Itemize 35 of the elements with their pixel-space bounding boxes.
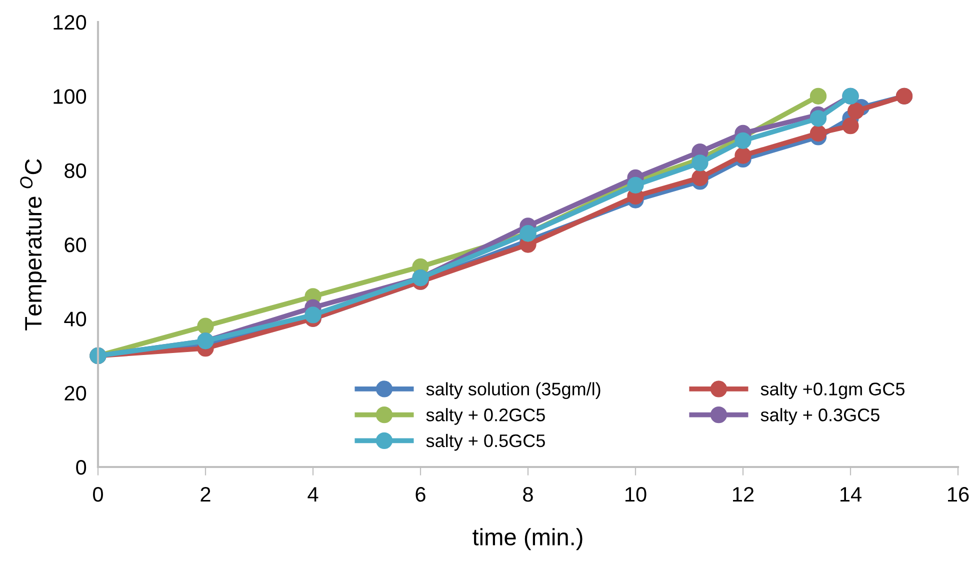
point bbox=[692, 169, 708, 186]
y-tick-label: 0 bbox=[76, 460, 86, 475]
x-tick-label: 16 bbox=[948, 486, 969, 502]
point bbox=[692, 154, 708, 172]
y-tick-label: 40 bbox=[64, 312, 86, 326]
x-tick-label: 0 bbox=[93, 486, 103, 502]
x-tick-label: 14 bbox=[840, 487, 862, 502]
legend-label: salty + 0.3GC5 bbox=[760, 408, 880, 425]
x-tick-label: 2 bbox=[200, 486, 210, 502]
x-tick-label: 6 bbox=[416, 486, 426, 502]
point bbox=[734, 147, 752, 164]
legend-label: salty + 0.5GC5 bbox=[426, 434, 545, 451]
point bbox=[848, 102, 864, 120]
y-tick-label: 120 bbox=[54, 15, 86, 30]
y-tick-label: 80 bbox=[64, 163, 86, 178]
point bbox=[810, 124, 827, 142]
y-tick-label: 100 bbox=[54, 89, 86, 104]
point bbox=[734, 132, 752, 149]
point bbox=[842, 118, 859, 134]
y-tick-label: 60 bbox=[64, 238, 86, 252]
point bbox=[810, 88, 827, 104]
legend-label: salty + 0.2GC5 bbox=[426, 408, 545, 425]
y-axis-title: Temperature $^{O}$C bbox=[20, 159, 46, 330]
y-tick-label: 20 bbox=[64, 386, 86, 401]
x-tick-label: 12 bbox=[733, 486, 754, 502]
x-tick-label: 8 bbox=[523, 486, 533, 502]
legend-label: salty solution (35gm/l) bbox=[426, 382, 600, 400]
legend-label: salty +0.1gm GC5 bbox=[760, 382, 904, 400]
x-tick-label: 4 bbox=[308, 487, 318, 502]
point bbox=[304, 306, 322, 324]
x-axis-title: time (min.) bbox=[472, 528, 582, 550]
point bbox=[197, 318, 214, 334]
point bbox=[810, 110, 827, 127]
point bbox=[627, 176, 644, 194]
x-tick-label: 10 bbox=[626, 486, 646, 502]
